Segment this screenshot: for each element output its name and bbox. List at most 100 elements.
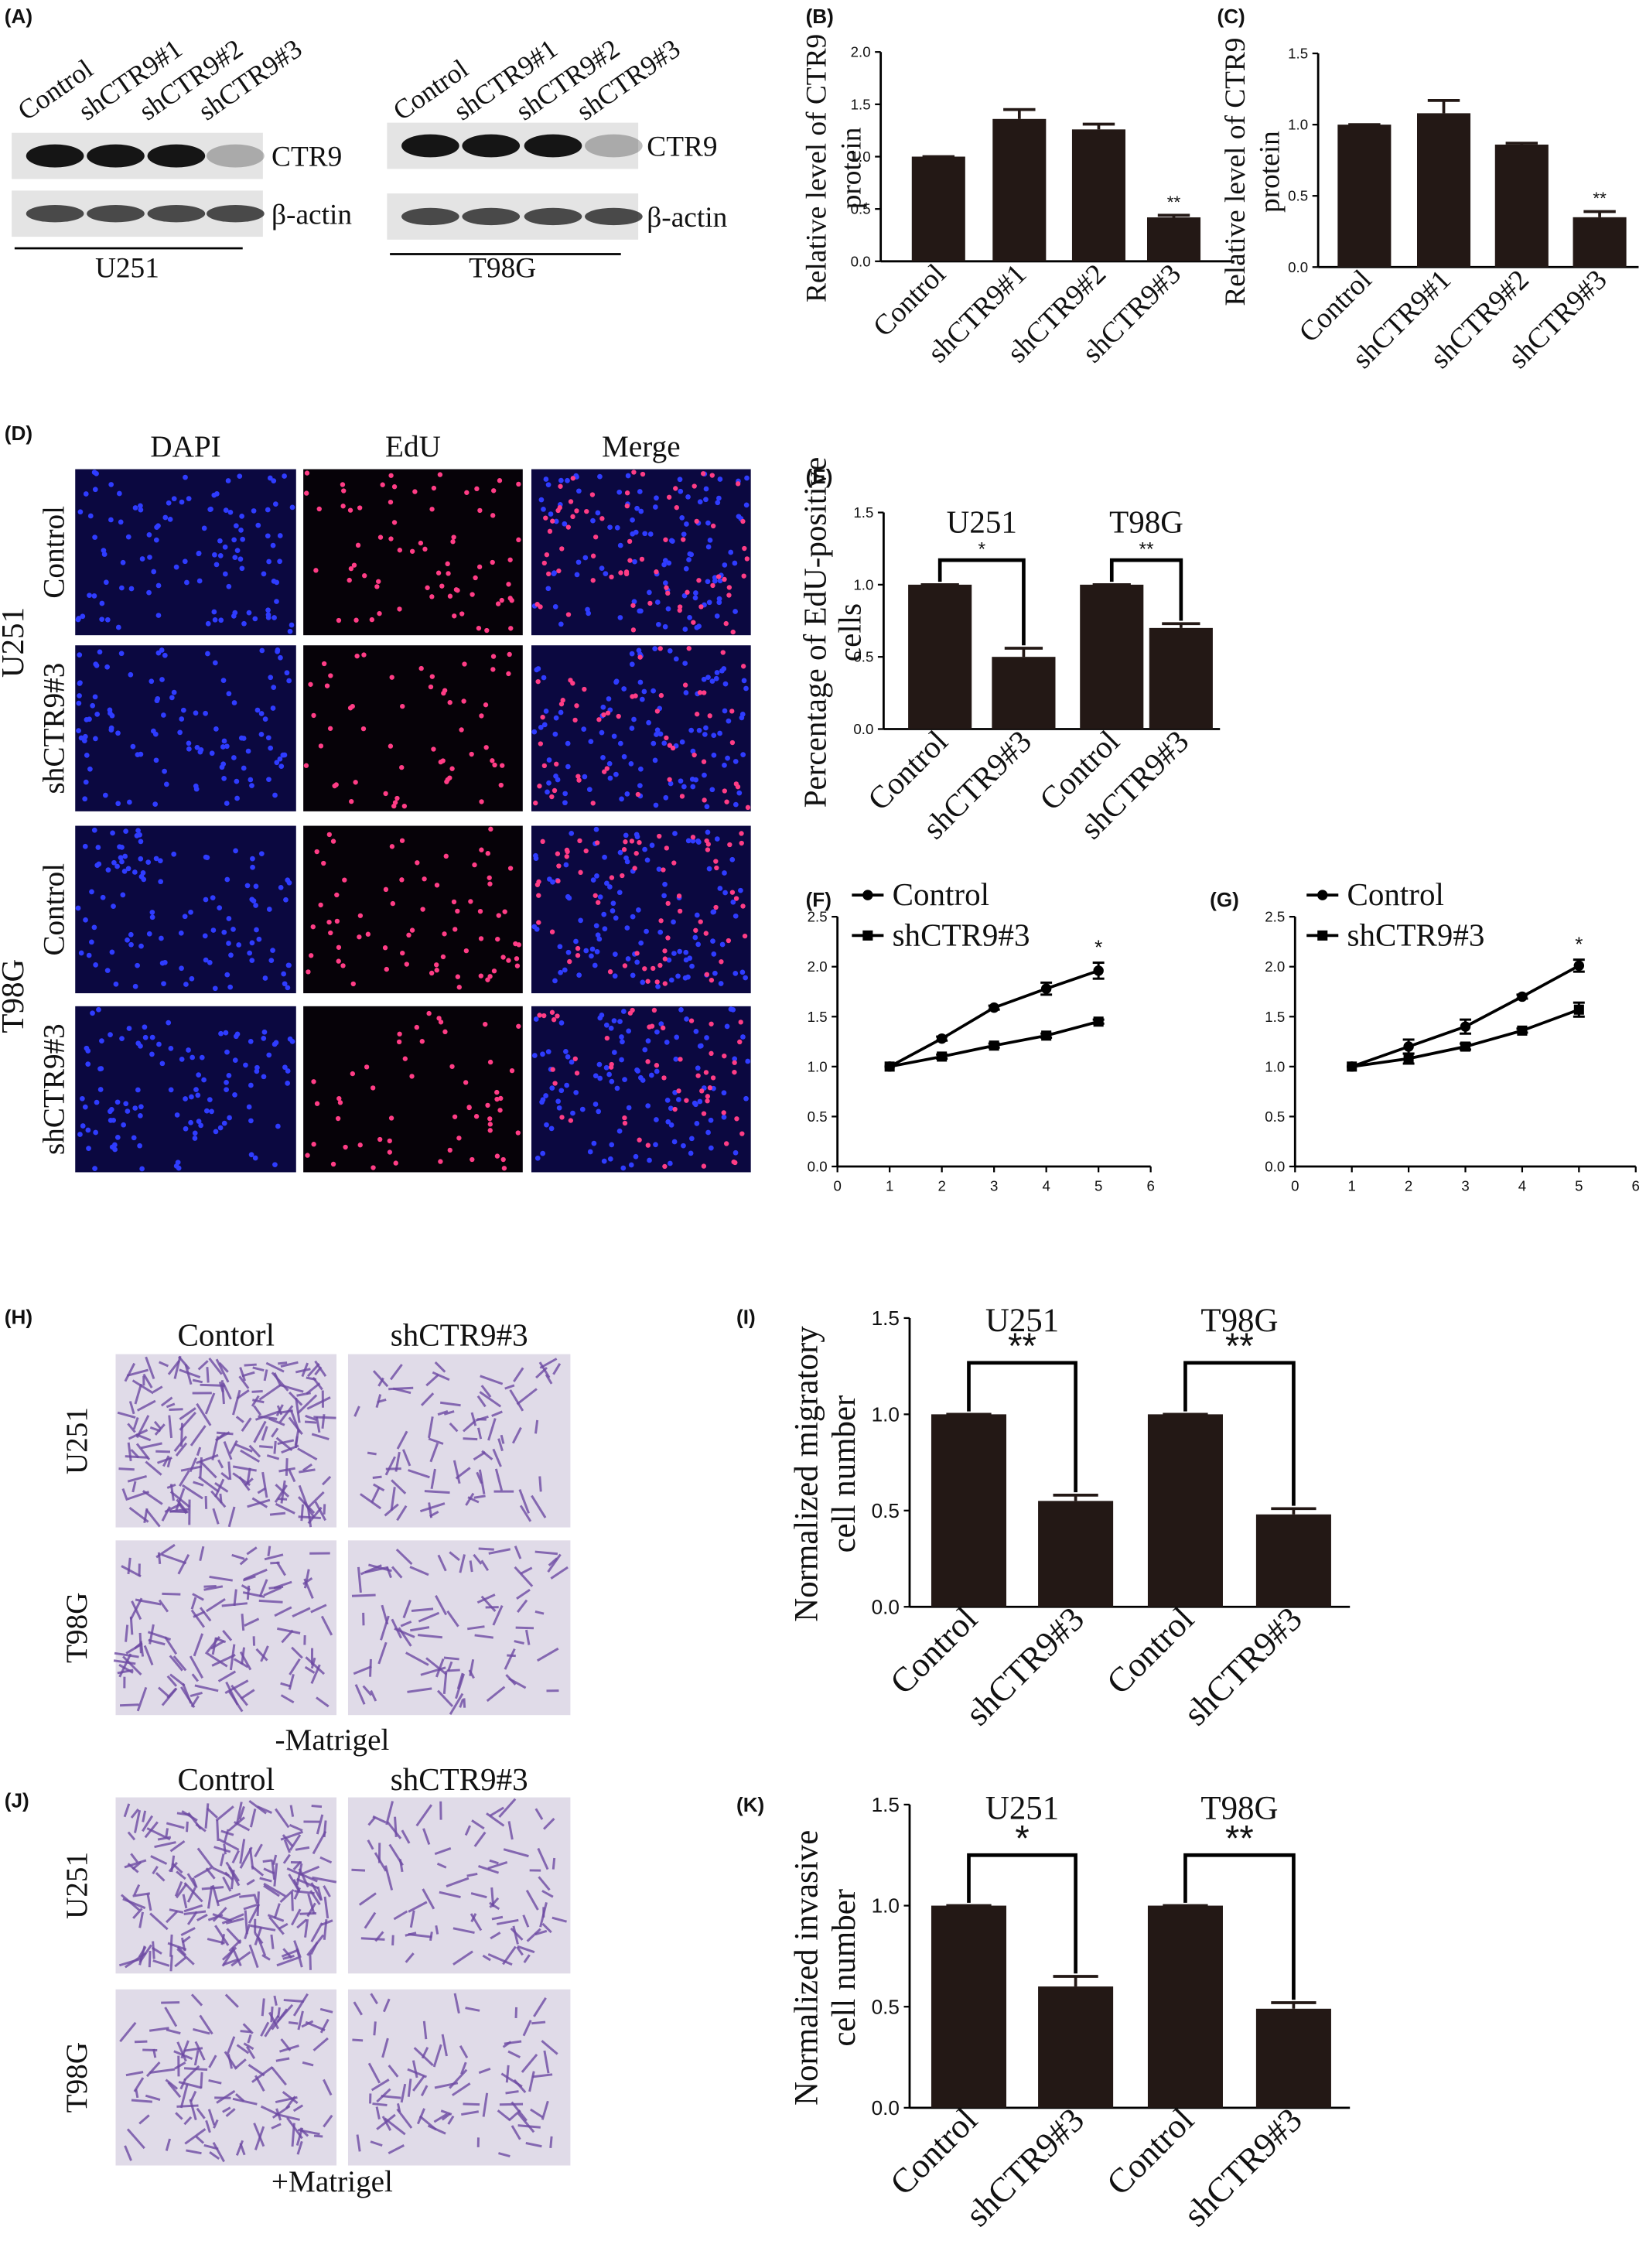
nucleus xyxy=(209,1108,214,1115)
nucleus xyxy=(733,913,739,919)
cell xyxy=(505,2090,519,2095)
cell xyxy=(505,2065,510,2083)
cell xyxy=(360,1937,385,1941)
cell xyxy=(497,1918,519,1925)
cell xyxy=(131,1379,155,1395)
cell xyxy=(306,1363,320,1378)
nucleus xyxy=(234,778,240,784)
y-tick-label: 1.5 xyxy=(808,1009,828,1025)
nucleus xyxy=(77,509,84,515)
nucleus xyxy=(275,648,280,654)
micrograph xyxy=(115,1540,337,1716)
nucleus xyxy=(92,694,98,700)
nucleus xyxy=(709,678,715,684)
edu-cell xyxy=(350,981,356,987)
edu-cell xyxy=(709,1050,714,1057)
nucleus xyxy=(592,962,598,968)
cell xyxy=(489,1901,500,1911)
cell xyxy=(536,1647,559,1662)
nucleus xyxy=(87,513,94,519)
nucleus xyxy=(668,780,674,787)
nucleus xyxy=(545,1049,552,1054)
marker xyxy=(1573,960,1585,972)
nucleus xyxy=(199,1054,205,1061)
cell xyxy=(397,2102,401,2113)
cell xyxy=(280,1361,299,1368)
nucleus xyxy=(82,796,88,802)
cell xyxy=(470,1892,487,1899)
nucleus xyxy=(196,550,202,556)
cell xyxy=(391,1479,407,1494)
cell xyxy=(194,2041,206,2061)
nucleus xyxy=(196,578,203,584)
nucleus xyxy=(104,617,111,623)
edu-cell xyxy=(490,513,496,518)
nucleus xyxy=(626,1105,632,1111)
edu-cell xyxy=(479,713,484,719)
nucleus xyxy=(684,1016,689,1022)
edu-cell xyxy=(436,1016,442,1021)
nucleus xyxy=(91,924,97,931)
nucleus xyxy=(268,745,274,751)
legend-marker xyxy=(1317,930,1328,941)
cell xyxy=(167,2082,182,2099)
legend-label: Control xyxy=(893,876,989,912)
nucleus xyxy=(697,1043,703,1049)
cell xyxy=(176,2041,187,2062)
nucleus xyxy=(123,828,129,834)
cell xyxy=(509,1389,524,1412)
nucleus xyxy=(614,524,620,531)
cell xyxy=(491,1915,504,1921)
cell xyxy=(127,1475,147,1483)
nucleus xyxy=(104,664,110,670)
nucleus xyxy=(593,826,599,832)
cell xyxy=(516,1599,528,1613)
nucleus xyxy=(87,593,92,599)
nucleus xyxy=(538,497,545,503)
cell xyxy=(127,1442,132,1462)
edu-cell xyxy=(713,859,719,864)
edu-cell xyxy=(453,587,459,593)
edu-cell xyxy=(428,684,434,690)
nucleus xyxy=(596,1108,602,1115)
edu-cell xyxy=(557,505,562,511)
nucleus xyxy=(256,936,262,942)
edu-cell xyxy=(330,839,336,844)
column-label: shCTR9#3 xyxy=(391,1317,528,1352)
nucleus xyxy=(562,800,568,806)
nucleus xyxy=(682,661,688,666)
group-label: U251 xyxy=(947,504,1017,540)
edu-cell xyxy=(651,965,656,972)
edu-cell xyxy=(468,899,473,904)
nucleus xyxy=(707,537,713,543)
nucleus xyxy=(600,704,606,710)
cell xyxy=(418,1611,440,1623)
cell xyxy=(435,1658,445,1678)
nucleus xyxy=(610,900,616,907)
cell xyxy=(539,1902,548,1928)
cell xyxy=(264,2014,280,2037)
nucleus xyxy=(86,952,92,958)
panel-label: (I) xyxy=(736,1305,756,1328)
edu-cell xyxy=(642,966,647,972)
edu-cell xyxy=(744,556,750,562)
cell xyxy=(473,1451,487,1461)
nucleus xyxy=(225,478,231,483)
cell xyxy=(312,1876,337,1884)
cell xyxy=(449,1423,459,1433)
edu-cell xyxy=(376,579,381,584)
cell xyxy=(282,1834,294,1847)
cell xyxy=(190,1993,203,2007)
nucleus xyxy=(705,1129,711,1136)
nucleus xyxy=(192,1130,198,1136)
cell xyxy=(271,1860,276,1880)
edu-cell xyxy=(740,518,746,524)
nucleus xyxy=(227,509,234,515)
cell xyxy=(534,1929,548,1936)
cell xyxy=(353,1665,372,1675)
cell xyxy=(359,1493,382,1510)
edu-cell xyxy=(533,800,538,806)
cell xyxy=(125,2071,144,2077)
nucleus xyxy=(656,621,661,627)
cell xyxy=(276,2003,294,2024)
